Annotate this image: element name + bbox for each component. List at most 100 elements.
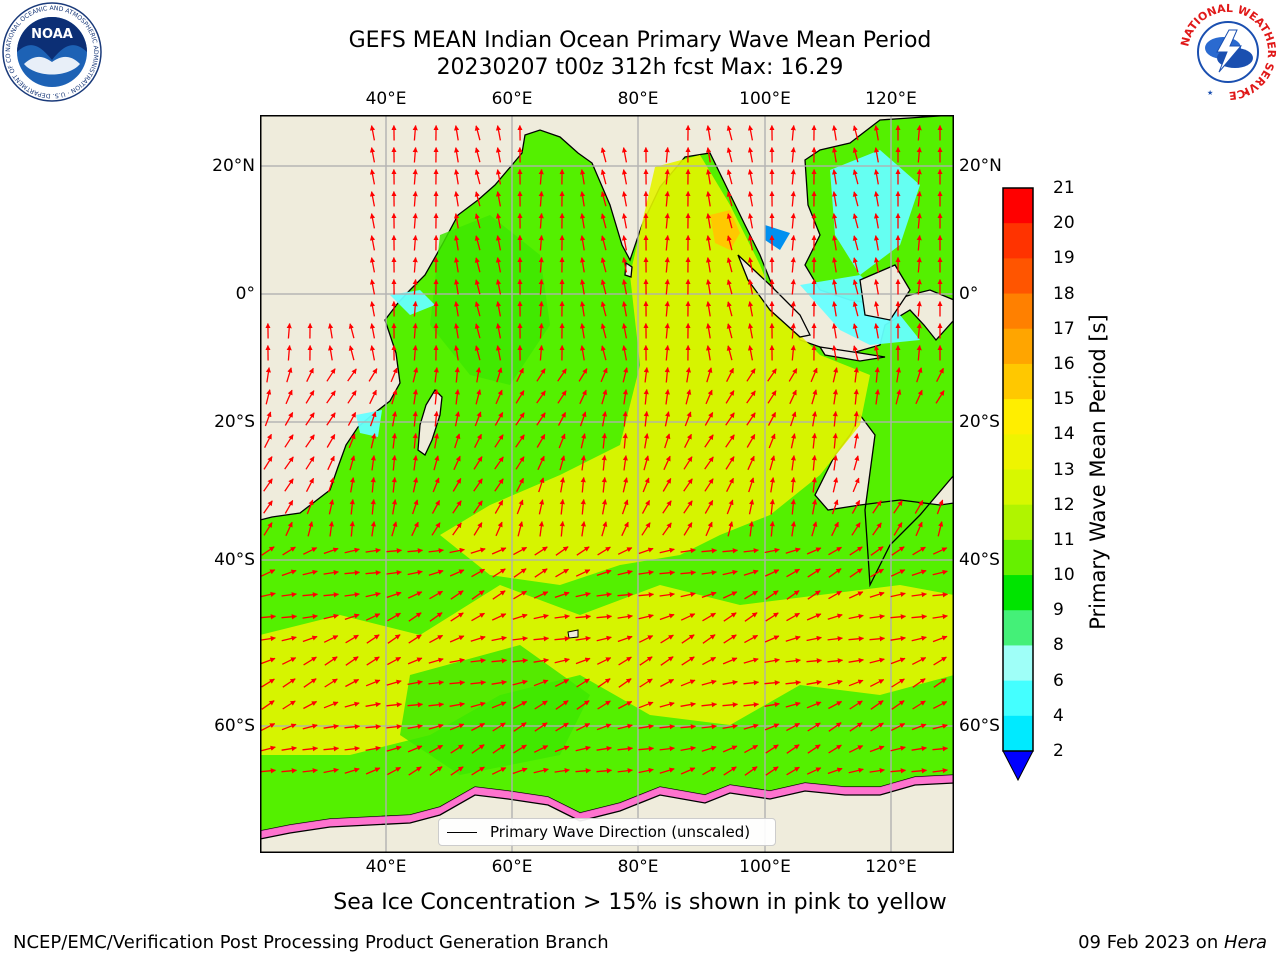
wave-direction-arrow <box>827 636 843 642</box>
wave-direction-arrow <box>722 702 739 708</box>
wave-direction-arrow <box>790 256 796 273</box>
wave-direction-arrow <box>433 367 439 383</box>
wave-direction-arrow <box>936 367 944 382</box>
wave-direction-arrow <box>365 701 381 708</box>
wave-direction-arrow <box>769 455 776 471</box>
wave-direction-arrow <box>617 635 633 643</box>
wave-direction-arrow <box>827 679 843 686</box>
wave-direction-arrow <box>831 125 838 141</box>
wave-direction-arrow <box>495 235 502 251</box>
wave-direction-arrow <box>831 521 839 537</box>
wave-direction-arrow <box>555 700 569 710</box>
wave-direction-arrow <box>365 570 382 576</box>
wave-direction-arrow <box>811 389 818 405</box>
wave-direction-arrow <box>449 680 466 686</box>
wave-direction-arrow <box>769 520 775 537</box>
wave-direction-arrow <box>831 147 838 163</box>
wave-direction-arrow <box>281 635 297 642</box>
colorbar-label: 10 <box>1053 565 1075 586</box>
wave-direction-arrow <box>701 702 718 708</box>
wave-direction-arrow <box>412 168 418 185</box>
wave-direction-arrow <box>852 213 859 229</box>
wave-direction-arrow <box>286 367 293 383</box>
wave-direction-arrow <box>555 568 569 578</box>
wave-direction-arrow <box>576 723 591 731</box>
wave-direction-arrow <box>596 768 613 774</box>
wave-direction-arrow <box>433 455 440 471</box>
wave-direction-arrow <box>743 548 759 554</box>
wave-direction-arrow <box>747 301 754 317</box>
wave-direction-arrow <box>494 456 504 470</box>
wave-direction-arrow <box>474 301 481 317</box>
wave-direction-arrow <box>536 390 546 404</box>
wave-direction-arrow <box>323 547 339 555</box>
wave-direction-arrow <box>264 433 272 448</box>
wave-direction-arrow <box>853 433 860 449</box>
wave-direction-arrow <box>281 745 297 752</box>
wave-direction-arrow <box>412 234 418 251</box>
wave-direction-arrow <box>748 521 754 537</box>
wave-direction-arrow <box>559 520 565 537</box>
wave-direction-arrow <box>680 548 696 554</box>
wave-direction-arrow <box>386 570 402 576</box>
wave-direction-arrow <box>832 389 838 405</box>
wave-direction-arrow <box>912 657 927 665</box>
wave-direction-arrow <box>579 411 587 427</box>
wave-direction-arrow <box>622 455 628 471</box>
wave-direction-arrow <box>369 411 377 427</box>
wave-direction-arrow <box>767 411 777 426</box>
wave-direction-arrow <box>302 723 318 730</box>
wave-direction-arrow <box>323 701 339 709</box>
footer-credit: NCEP/EMC/Verification Post Processing Pr… <box>13 932 609 953</box>
wave-direction-arrow <box>874 366 880 383</box>
wave-direction-arrow <box>891 678 905 688</box>
wave-direction-arrow <box>747 213 754 229</box>
wave-direction-arrow <box>474 411 482 427</box>
wave-direction-arrow <box>786 744 800 754</box>
wave-direction-arrow <box>932 723 948 730</box>
wave-direction-arrow <box>471 722 486 732</box>
wave-direction-arrow <box>848 591 864 599</box>
wave-direction-arrow <box>260 768 277 774</box>
wave-direction-arrow <box>932 635 948 643</box>
wave-direction-arrow <box>852 191 859 207</box>
wave-direction-arrow <box>680 701 696 708</box>
wave-direction-arrow <box>662 522 672 536</box>
wave-direction-arrow <box>261 546 275 556</box>
wave-direction-arrow <box>495 147 502 163</box>
wave-direction-arrow <box>916 300 922 317</box>
wave-direction-arrow <box>536 412 546 426</box>
wave-direction-arrow <box>495 213 502 229</box>
wave-direction-arrow <box>407 548 424 554</box>
wave-direction-arrow <box>370 498 376 515</box>
wave-direction-arrow <box>305 477 315 493</box>
wave-direction-arrow <box>748 477 755 493</box>
wave-direction-arrow <box>727 521 734 537</box>
wave-direction-arrow <box>617 768 633 774</box>
wave-direction-arrow <box>852 147 859 163</box>
wave-direction-arrow <box>873 191 880 207</box>
wave-direction-arrow <box>474 235 481 251</box>
wave-direction-arrow <box>429 634 444 644</box>
wave-direction-arrow <box>811 432 817 449</box>
wave-direction-arrow <box>747 345 754 361</box>
wave-direction-arrow <box>286 322 292 339</box>
wave-direction-arrow <box>433 410 439 427</box>
wave-direction-arrow <box>664 411 671 427</box>
wave-direction-arrow <box>643 388 649 405</box>
wave-direction-arrow <box>263 456 273 470</box>
wave-direction-arrow <box>492 744 506 754</box>
wave-direction-arrow <box>743 680 760 686</box>
wave-direction-arrow <box>680 679 696 687</box>
wave-direction-arrow <box>852 301 859 317</box>
wave-direction-arrow <box>912 546 926 556</box>
wave-direction-arrow <box>474 433 482 448</box>
wave-direction-arrow <box>303 700 318 710</box>
wave-direction-arrow <box>324 678 338 688</box>
wave-direction-arrow <box>659 724 676 730</box>
wave-direction-arrow <box>306 367 314 382</box>
wave-direction-arrow <box>621 191 628 207</box>
wave-direction-arrow <box>369 191 376 207</box>
wave-direction-arrow <box>873 257 880 273</box>
wave-direction-arrow <box>659 547 675 554</box>
